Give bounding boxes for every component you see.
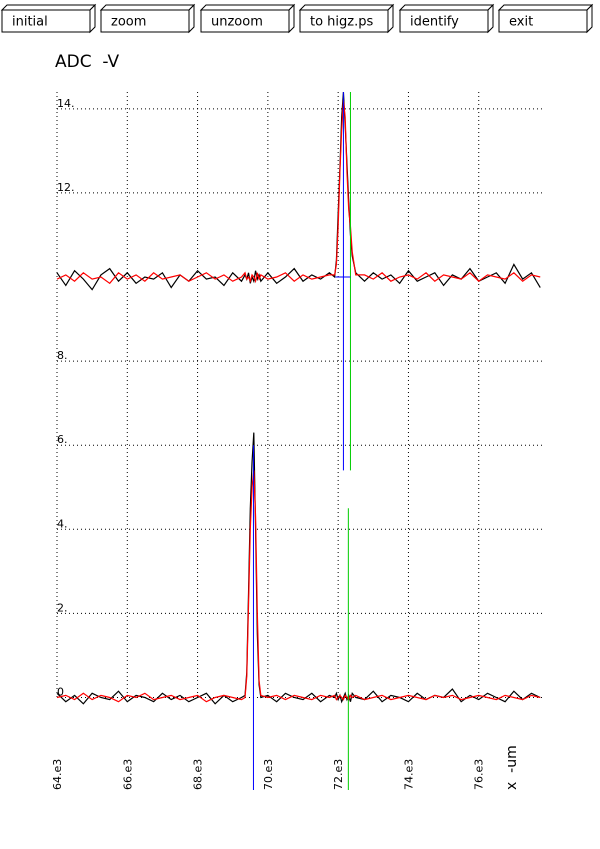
button-face bbox=[399, 9, 489, 33]
data-line bbox=[56, 100, 541, 285]
button-side bbox=[487, 3, 494, 34]
button-label: exit bbox=[509, 15, 533, 30]
button-top bbox=[99, 4, 196, 11]
button-side bbox=[188, 3, 195, 34]
y-tick-label: 8. bbox=[57, 349, 68, 362]
button-top bbox=[298, 4, 395, 11]
button-label: to higz.ps bbox=[310, 15, 373, 30]
y-tick-label: 12. bbox=[57, 181, 75, 194]
data-line bbox=[56, 470, 541, 703]
x-tick-label: 66.e3 bbox=[121, 759, 134, 790]
y-tick-label: 4. bbox=[57, 517, 68, 530]
button-face bbox=[1, 9, 91, 33]
data-line bbox=[56, 91, 541, 291]
x-tick-label: 64.e3 bbox=[51, 759, 64, 790]
y-tick-label: 14. bbox=[57, 97, 75, 110]
button-face bbox=[299, 9, 389, 33]
y-tick-label: 2. bbox=[57, 601, 68, 614]
button-top bbox=[398, 4, 495, 11]
toolbar-button[interactable]: initial bbox=[0, 3, 97, 34]
x-tick-label: 76.e3 bbox=[473, 759, 486, 790]
x-tick-label: 68.e3 bbox=[192, 759, 205, 790]
button-face bbox=[498, 9, 588, 33]
button-side bbox=[586, 3, 593, 34]
button-side bbox=[89, 3, 96, 34]
button-top bbox=[497, 4, 594, 11]
x-tick-label: 74.e3 bbox=[402, 759, 415, 790]
x-tick-label: 70.e3 bbox=[262, 759, 275, 790]
button-top bbox=[0, 4, 97, 11]
toolbar-button[interactable]: to higz.ps bbox=[298, 3, 395, 34]
button-face bbox=[100, 9, 190, 33]
button-label: initial bbox=[12, 15, 48, 30]
y-tick-label: 6. bbox=[57, 433, 68, 446]
toolbar-button[interactable]: unzoom bbox=[199, 3, 296, 34]
button-side bbox=[288, 3, 295, 34]
x-tick-label: 72.e3 bbox=[332, 759, 345, 790]
button-label: zoom bbox=[111, 15, 146, 30]
data-line bbox=[56, 432, 541, 705]
button-label: identify bbox=[410, 15, 459, 30]
x-axis-label: x -um bbox=[504, 745, 520, 790]
button-side bbox=[387, 3, 394, 34]
toolbar-button[interactable]: identify bbox=[398, 3, 495, 34]
chart-title: ADC -V bbox=[55, 52, 120, 72]
button-label: unzoom bbox=[211, 15, 263, 30]
button-face bbox=[200, 9, 290, 33]
toolbar-button[interactable]: exit bbox=[497, 3, 594, 34]
y-tick-label: 0 bbox=[57, 685, 64, 698]
toolbar-button[interactable]: zoom bbox=[99, 3, 196, 34]
button-top bbox=[199, 4, 296, 11]
